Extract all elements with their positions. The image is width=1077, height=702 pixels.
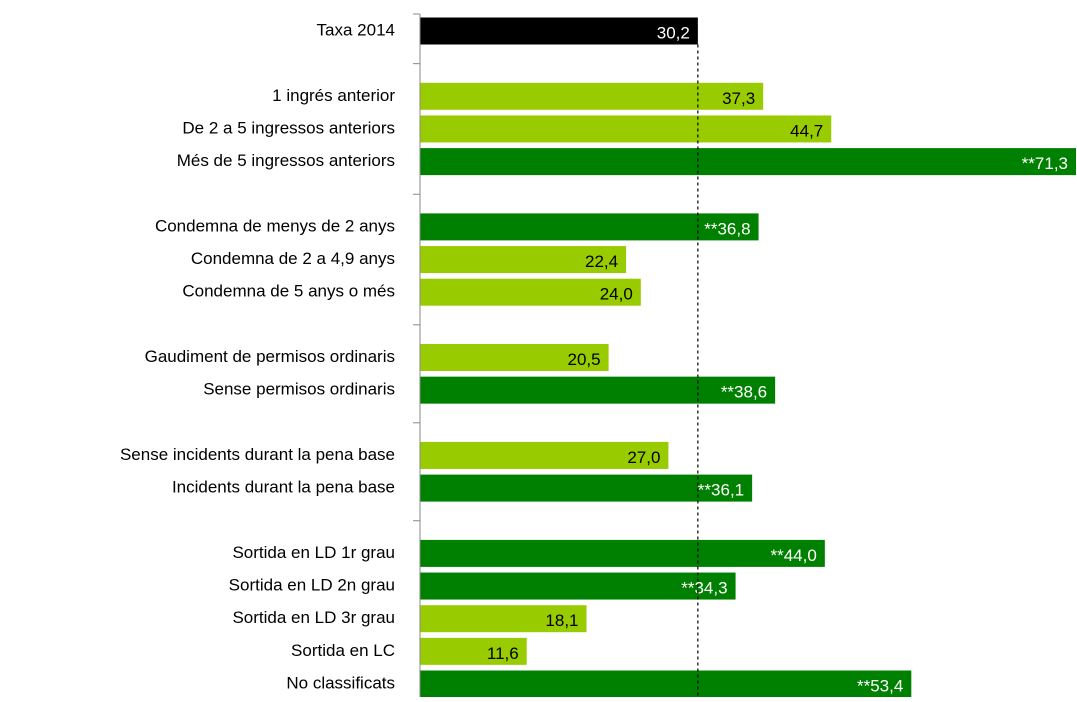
category-label: Sense incidents durant la pena base	[120, 445, 395, 464]
category-label: Sortida en LD 3r grau	[232, 608, 395, 627]
value-label: 22,4	[585, 252, 618, 271]
bar	[420, 474, 753, 502]
bar	[420, 148, 1076, 176]
category-label: Incidents durant la pena base	[172, 478, 395, 497]
bar	[420, 246, 627, 274]
bar	[420, 637, 527, 665]
value-label: 44,7	[790, 121, 823, 140]
category-label: Condemna de 2 a 4,9 anys	[191, 249, 395, 268]
bar	[420, 213, 759, 241]
value-label: 37,3	[722, 89, 755, 108]
category-label: Més de 5 ingressos anteriors	[177, 151, 395, 170]
value-label: **34,3	[681, 579, 727, 598]
value-label: **38,6	[721, 383, 767, 402]
value-label: 24,0	[600, 285, 633, 304]
category-label: 1 ingrés anterior	[272, 86, 395, 105]
bar	[420, 17, 698, 45]
category-label: Sense permisos ordinaris	[203, 380, 395, 399]
value-label: 27,0	[627, 448, 660, 467]
category-label: Sortida en LD 2n grau	[229, 576, 395, 595]
value-label: 20,5	[568, 350, 601, 369]
value-label: 11,6	[487, 644, 519, 663]
category-label: Condemna de 5 anys o més	[182, 282, 395, 301]
category-label: Taxa 2014	[317, 20, 395, 39]
category-label: De 2 a 5 ingressos anteriors	[182, 118, 395, 137]
value-label: 18,1	[545, 611, 578, 630]
bar	[420, 376, 776, 404]
value-label: **44,0	[770, 546, 816, 565]
value-label: **71,3	[1022, 154, 1068, 173]
bar	[420, 344, 609, 371]
category-label: Sortida en LD 1r grau	[232, 543, 395, 562]
bar	[420, 441, 669, 469]
category-label: No classificats	[286, 673, 395, 692]
value-label: **36,8	[704, 219, 750, 238]
category-label: Gaudiment de permisos ordinaris	[145, 347, 395, 366]
bar	[420, 115, 832, 143]
bar	[420, 572, 736, 600]
category-label: Sortida en LC	[291, 641, 395, 660]
value-label: **53,4	[857, 676, 903, 695]
value-label: 30,2	[657, 23, 690, 42]
category-label: Condemna de menys de 2 anys	[155, 216, 395, 235]
bar	[420, 278, 641, 306]
value-label: **36,1	[698, 481, 744, 500]
bar	[420, 539, 825, 567]
bar	[420, 605, 587, 633]
bar	[420, 670, 912, 698]
bar	[420, 82, 764, 110]
